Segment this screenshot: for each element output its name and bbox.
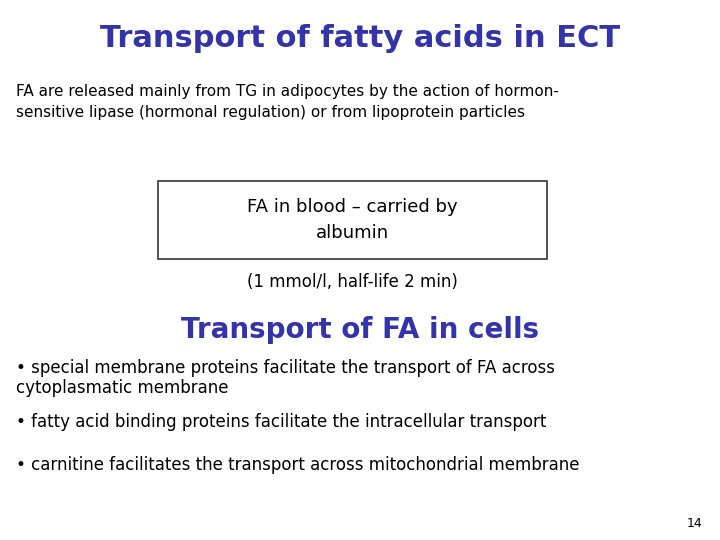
Text: • carnitine facilitates the transport across mitochondrial membrane: • carnitine facilitates the transport ac… xyxy=(16,456,580,474)
Text: • fatty acid binding proteins facilitate the intracellular transport: • fatty acid binding proteins facilitate… xyxy=(16,413,546,431)
Text: FA are released mainly from TG in adipocytes by the action of hormon-: FA are released mainly from TG in adipoc… xyxy=(16,84,559,99)
FancyBboxPatch shape xyxy=(158,181,547,259)
Text: Transport of FA in cells: Transport of FA in cells xyxy=(181,316,539,344)
Text: (1 mmol/l, half-life 2 min): (1 mmol/l, half-life 2 min) xyxy=(248,273,458,291)
Text: 14: 14 xyxy=(686,517,702,530)
Text: • special membrane proteins facilitate the transport of FA across: • special membrane proteins facilitate t… xyxy=(16,359,555,377)
Text: cytoplasmatic membrane: cytoplasmatic membrane xyxy=(16,379,228,397)
Text: Transport of fatty acids in ECT: Transport of fatty acids in ECT xyxy=(100,24,620,53)
Text: sensitive lipase (hormonal regulation) or from lipoprotein particles: sensitive lipase (hormonal regulation) o… xyxy=(16,105,525,120)
Text: FA in blood – carried by
albumin: FA in blood – carried by albumin xyxy=(248,198,458,242)
